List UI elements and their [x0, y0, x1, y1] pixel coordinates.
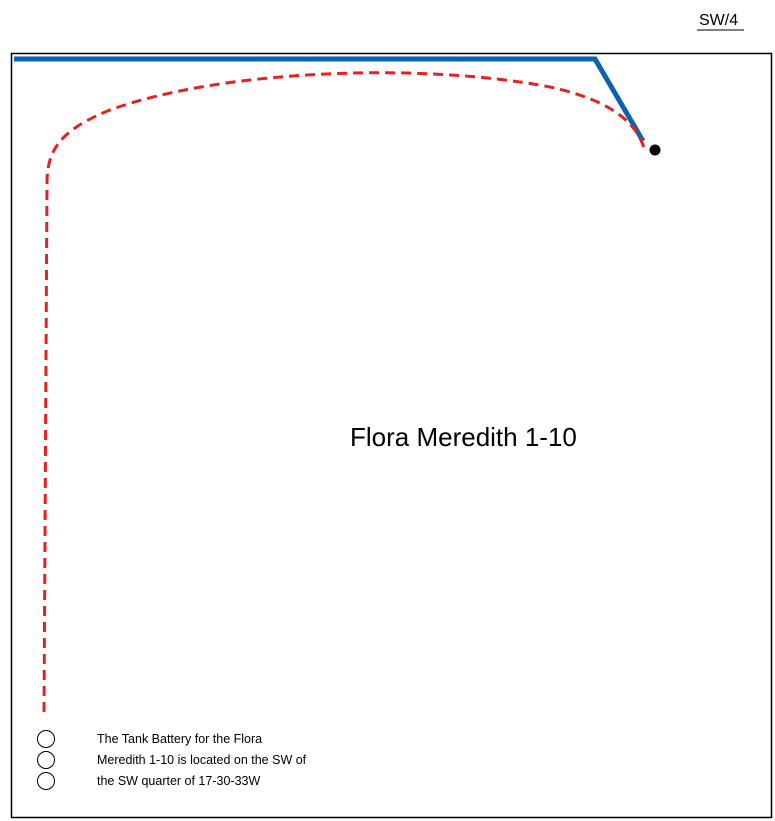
lease-road — [14, 56, 646, 143]
tank-icon — [37, 730, 55, 748]
tank-icon — [37, 751, 55, 769]
pipeline-route — [42, 71, 646, 713]
note-line: Meredith 1-10 is located on the SW of — [97, 753, 307, 767]
lease-boundary — [10, 52, 773, 819]
tank-icon — [37, 772, 55, 790]
well-icon — [649, 144, 661, 156]
quarter-label: SW/4 — [699, 12, 738, 29]
note-line: The Tank Battery for the Flora — [97, 732, 262, 746]
tank-battery-note: The Tank Battery for the Flora Meredith … — [97, 732, 307, 788]
well-label: Flora Meredith 1-10 — [350, 422, 577, 452]
tank-battery — [37, 730, 55, 790]
note-line: the SW quarter of 17-30-33W — [97, 774, 260, 788]
